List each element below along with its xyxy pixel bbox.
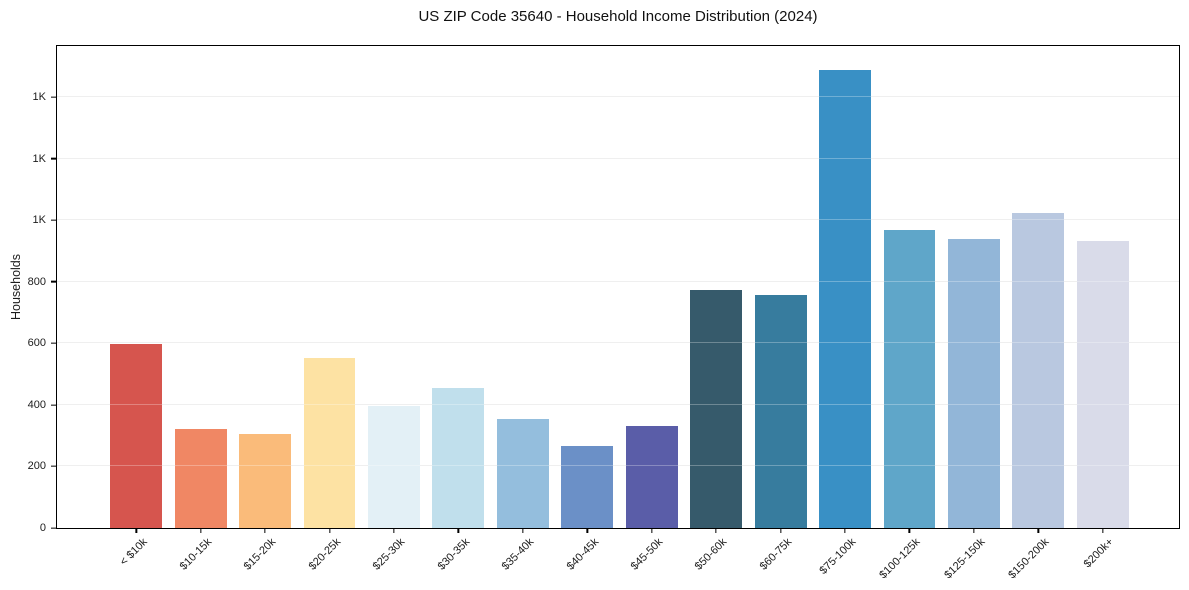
y-tick-label: 200 xyxy=(27,460,46,473)
bar-slot: $10-15k xyxy=(168,46,232,573)
bar-45-50k xyxy=(625,426,678,528)
bar-75-100k xyxy=(819,69,871,528)
y-tick-mark xyxy=(50,527,56,529)
x-tick-mark xyxy=(779,528,782,533)
bar-slot: < $10k xyxy=(104,46,168,568)
bar-25-30k xyxy=(368,405,420,528)
x-tick-mark xyxy=(457,528,460,533)
grid-line xyxy=(57,219,1179,221)
x-tick-mark xyxy=(135,528,137,533)
bar-125-150k xyxy=(947,239,1000,528)
grid-line xyxy=(57,280,1179,282)
x-tick-label: $20-25k xyxy=(306,536,344,573)
grid-line-overlay xyxy=(57,219,1179,221)
bar-slot: $125-150k xyxy=(942,46,1006,581)
bar-slot: $75-100k xyxy=(813,46,877,577)
y-tick-mark xyxy=(50,158,56,160)
bar-slot: $20-25k xyxy=(297,46,361,573)
x-tick-mark xyxy=(1102,528,1104,533)
bar-10k xyxy=(110,344,163,528)
y-tick-mark xyxy=(50,96,56,98)
x-tick-label: $200k+ xyxy=(1082,536,1117,571)
y-tick-mark xyxy=(50,465,56,468)
x-tick-label: $30-35k xyxy=(435,536,472,573)
bar-50-60k xyxy=(690,289,743,528)
bar-40-45k xyxy=(561,445,614,528)
x-tick-mark xyxy=(393,528,395,533)
grid-line-overlay xyxy=(57,403,1179,405)
y-tick-label: 800 xyxy=(27,275,46,288)
grid-line xyxy=(57,157,1179,159)
y-tick-label: 0 xyxy=(39,522,46,534)
x-tick-mark xyxy=(522,528,524,533)
bar-60-75k xyxy=(754,295,807,528)
bar-slot: $45-50k xyxy=(620,46,684,573)
bar-slot: $40-45k xyxy=(555,46,619,573)
bar-30-35k xyxy=(432,387,485,528)
x-tick-label: $10-15k xyxy=(177,536,215,573)
plot-area: < $10k $10-15k $15-20k $20-25k $25-30k $30-35… xyxy=(28,45,1180,581)
bar-10-15k xyxy=(174,429,227,528)
bar-15-20k xyxy=(239,434,292,528)
bar-slot: $60-75k xyxy=(748,46,812,573)
y-tick-label: 1K xyxy=(32,214,46,227)
grid-line-overlay xyxy=(57,280,1179,282)
x-tick-label: $25-30k xyxy=(370,536,408,573)
x-tick-mark xyxy=(651,528,653,533)
y-tick-label: 400 xyxy=(27,398,46,411)
grid-line-overlay xyxy=(57,342,1179,344)
bar-200k xyxy=(1076,240,1129,528)
x-tick-mark xyxy=(908,528,911,533)
bar-slot: $15-20k xyxy=(233,46,297,573)
y-tick-label: 1K xyxy=(32,91,46,104)
x-tick-label: $50-60k xyxy=(693,536,730,573)
grid-line xyxy=(57,96,1179,98)
bar-150-200k xyxy=(1012,213,1065,528)
y-tick-label: 600 xyxy=(27,337,46,350)
bar-35-40k xyxy=(496,419,549,528)
x-tick-mark xyxy=(200,528,202,533)
y-tick-mark xyxy=(50,342,56,344)
x-tick-mark xyxy=(715,528,717,533)
bar-100-125k xyxy=(883,230,936,528)
x-tick-mark xyxy=(973,528,975,533)
bar-slot: $200k+ xyxy=(1071,46,1135,570)
bar-slot: $25-30k xyxy=(362,46,426,573)
x-tick-label: $45-50k xyxy=(628,536,666,573)
x-tick-label: $100-125k xyxy=(877,536,923,582)
y-tick-mark xyxy=(50,404,56,406)
bar-slot: $50-60k xyxy=(684,46,748,573)
bar-20-25k xyxy=(303,358,356,528)
x-tick-label: $35-40k xyxy=(499,536,537,573)
x-tick-mark xyxy=(586,528,588,533)
x-tick-label: $150-200k xyxy=(1006,536,1052,582)
bar-slot: $150-200k xyxy=(1006,46,1070,581)
bars-layer: < $10k $10-15k $15-20k $20-25k $25-30k $30-35… xyxy=(57,46,1179,581)
x-tick-label: < $10k xyxy=(117,536,150,569)
y-tick-mark xyxy=(50,219,56,221)
x-tick-mark xyxy=(264,528,266,533)
x-tick-label: $15-20k xyxy=(241,536,279,573)
x-tick-label: $75-100k xyxy=(817,536,859,577)
grid-line-overlay xyxy=(57,157,1179,159)
y-axis-label: Households xyxy=(9,253,23,321)
bar-slot: $100-125k xyxy=(877,46,941,581)
chart-title: US ZIP Code 35640 - Household Income Dis… xyxy=(418,8,818,25)
grid-line xyxy=(57,342,1179,344)
y-tick-mark xyxy=(50,281,56,283)
bar-slot: $35-40k xyxy=(491,46,555,573)
grid-line-overlay xyxy=(57,96,1179,98)
bar-slot: $30-35k xyxy=(426,46,490,573)
x-tick-label: $40-45k xyxy=(564,536,601,573)
x-tick-label: $60-75k xyxy=(757,536,795,573)
x-tick-mark xyxy=(844,528,846,533)
grid-line-overlay xyxy=(57,465,1179,467)
x-tick-mark xyxy=(328,528,331,533)
grid-line xyxy=(57,403,1179,405)
grid-line xyxy=(57,465,1179,467)
x-tick-label: $125-150k xyxy=(942,536,988,582)
x-tick-mark xyxy=(1037,528,1039,533)
y-tick-label: 1K xyxy=(32,152,46,165)
